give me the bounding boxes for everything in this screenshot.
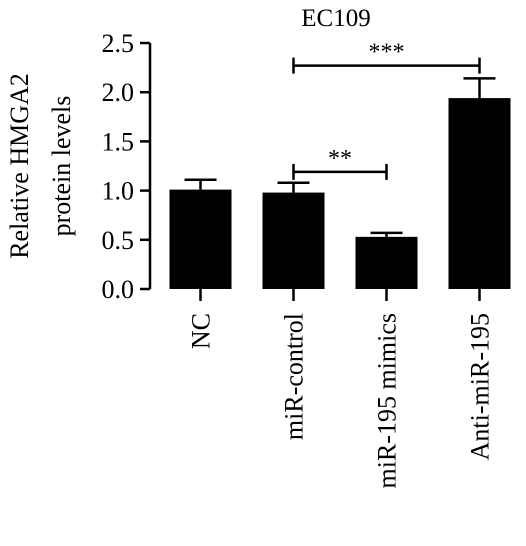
y-tick-label: 1.5 (102, 127, 135, 156)
y-axis-label: Relative HMGA2 protein levels (5, 73, 76, 259)
chart-title: EC109 (301, 5, 370, 32)
bar (262, 192, 325, 289)
y-tick-label: 0.0 (102, 275, 135, 304)
y-tick-label: 2.5 (102, 29, 135, 58)
bar (169, 189, 232, 289)
bar (355, 236, 418, 289)
y-axis-label-line-2: protein levels (47, 96, 76, 237)
y-tick-label: 0.5 (102, 226, 135, 255)
plot-area: 0.0 0.5 1.0 1.5 2.0 2.5 NC miR-control miR-195 m… (102, 29, 511, 489)
y-tick-label: 2.0 (102, 78, 135, 107)
significance-label: *** (369, 40, 405, 66)
y-tick-label: 1.0 (102, 177, 135, 206)
bar (448, 98, 511, 289)
x-category-label: miR-control (280, 313, 309, 440)
x-category-label: Anti-miR-195 (466, 313, 495, 460)
y-axis-label-line-1: Relative HMGA2 (5, 73, 34, 259)
x-category-label: NC (187, 313, 216, 349)
x-category-label: miR-195 mimics (373, 313, 402, 489)
significance-label: ** (328, 146, 352, 172)
